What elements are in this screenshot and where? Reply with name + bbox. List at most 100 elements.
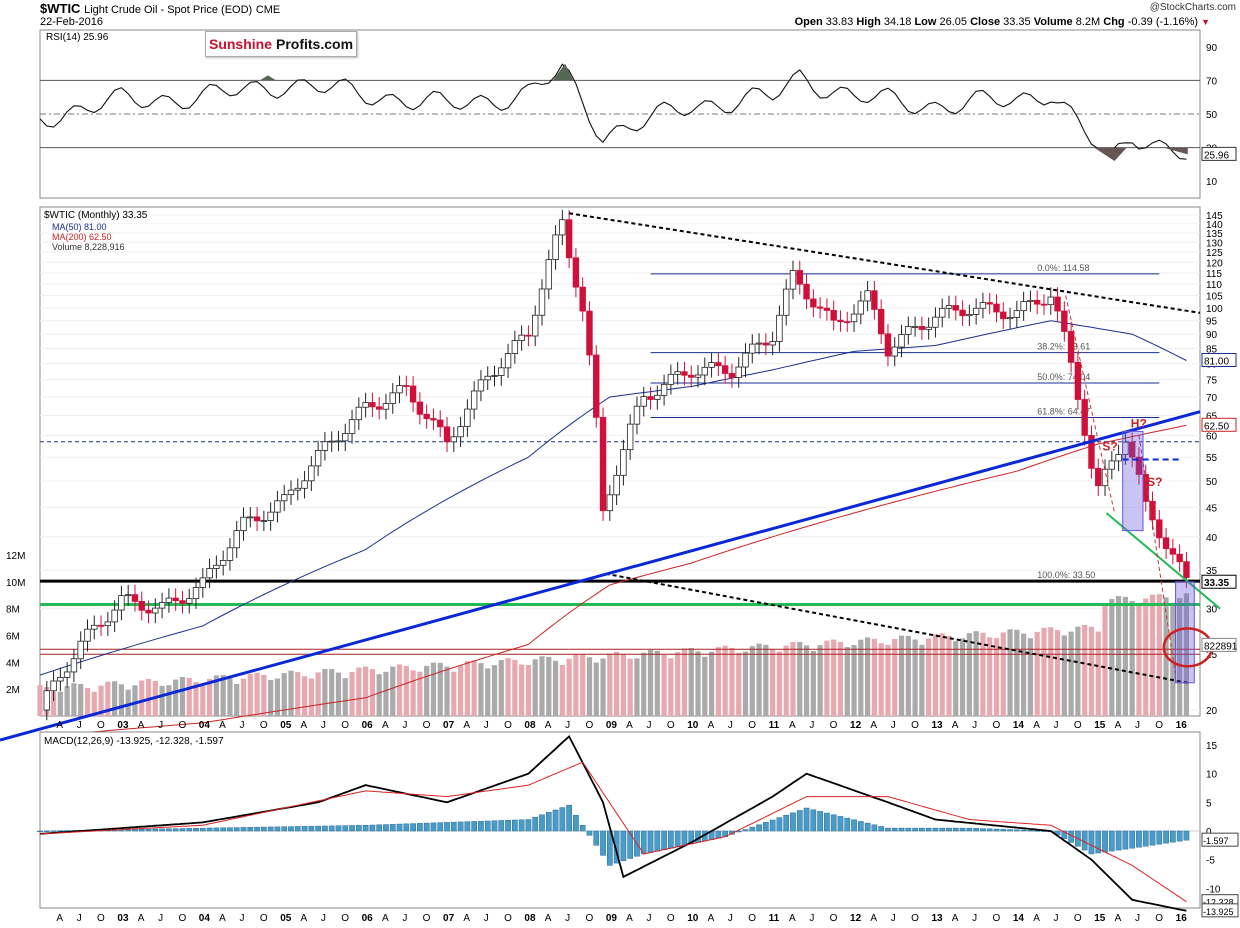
macd-badge [1201, 903, 1239, 918]
volume-bar [980, 632, 986, 716]
volume-bar [566, 658, 572, 716]
macd-histogram-bar [240, 827, 247, 832]
volume-bar [1143, 598, 1149, 716]
macd-histogram-bar [1149, 830, 1156, 846]
macd-tick-label: -10 [1206, 884, 1221, 895]
price-tick-label: 75 [1206, 376, 1218, 387]
volume-bar [478, 663, 484, 716]
macd-histogram-bar [756, 824, 762, 832]
price-candle [518, 334, 525, 341]
volume-bar [118, 684, 125, 716]
price-candle [905, 326, 912, 335]
volume-bar [593, 662, 599, 716]
macd-histogram-bar [762, 822, 769, 832]
volume-bar [1000, 632, 1006, 716]
volume-bar [810, 650, 816, 716]
volume-bar [1075, 626, 1081, 716]
x-axis-tick-label: O [178, 720, 186, 731]
volume-bar [831, 639, 837, 716]
price-candle [124, 594, 132, 597]
volume-bar [580, 654, 586, 716]
x-axis-tick-label: O [748, 913, 756, 924]
volume-bar [281, 673, 287, 716]
x-axis-tick-label: 11 [769, 720, 780, 731]
macd-histogram-bar [423, 822, 430, 832]
volume-bar [451, 671, 457, 716]
volume-bar [912, 639, 918, 716]
macd-histogram-bar [885, 827, 891, 832]
volume-bar [206, 679, 213, 716]
price-candle [403, 385, 410, 387]
x-axis-tick-label: J [647, 913, 652, 924]
macd-histogram-bar [993, 828, 1000, 832]
price-candle [939, 307, 946, 318]
price-candle [138, 601, 145, 611]
pattern-box [1122, 430, 1144, 532]
price-candle [498, 367, 505, 376]
macd-histogram-bar [898, 827, 905, 832]
price-candle [301, 480, 308, 489]
price-candle [97, 624, 105, 627]
chart-date: 22-Feb-2016 [40, 16, 103, 28]
volume-bar [240, 678, 247, 716]
fib-level-label: 38.2%: 83.61 [1037, 342, 1090, 352]
x-axis-tick-label: J [402, 720, 407, 731]
price-candle [620, 449, 627, 476]
x-axis-tick-label: A [626, 720, 633, 731]
volume-bar [1177, 598, 1183, 716]
x-axis-tick-label: J [321, 913, 326, 924]
volume-bar [1061, 635, 1067, 716]
volume-bar [274, 678, 281, 716]
volume-bar [552, 660, 559, 716]
x-axis-tick-label: A [870, 720, 877, 731]
x-axis-tick-label: A [545, 913, 552, 924]
price-candle [538, 288, 546, 316]
macd-histogram-bar [871, 824, 878, 832]
x-axis-tick-label: J [484, 913, 489, 924]
price-candle [1088, 434, 1095, 469]
price-badge-label: 33.35 [1204, 578, 1229, 589]
macd-histogram-bar [355, 825, 362, 832]
macd-histogram-bar [586, 830, 593, 836]
volume-bar [1021, 633, 1027, 716]
volume-bar [369, 669, 375, 716]
x-axis-tick-label: A [708, 720, 715, 731]
x-axis-tick-label: A [952, 913, 959, 924]
price-candle [979, 302, 987, 309]
price-candle [911, 326, 919, 328]
macd-line [39, 761, 1187, 903]
x-axis-tick-label: A [301, 720, 308, 731]
rsi-value-label: 25.96 [1204, 150, 1229, 161]
volume-bar [681, 648, 688, 716]
price-legend-item: MA(50) 81.00 [52, 222, 107, 232]
price-tick-label: 25 [1206, 650, 1218, 661]
x-axis-tick-label: J [972, 913, 977, 924]
macd-tick-label: 10 [1206, 770, 1218, 781]
volume-bar [112, 681, 118, 716]
volume-bar [179, 676, 186, 716]
x-axis-tick-label: A [1033, 720, 1040, 731]
macd-histogram-bar [193, 828, 199, 832]
price-tick-label: 35 [1206, 566, 1218, 577]
volume-tick-label: 12M [6, 551, 25, 562]
price-candle [1074, 361, 1082, 400]
volume-bar [295, 671, 301, 716]
price-candle [796, 270, 803, 285]
price-candle [63, 671, 71, 678]
price-candle [470, 390, 478, 410]
volume-bar [865, 637, 871, 716]
macd-histogram-bar [864, 822, 871, 832]
volume-bar [342, 678, 348, 716]
macd-histogram-bar [681, 830, 688, 846]
macd-histogram-bar [946, 827, 952, 832]
x-axis-tick-label: 14 [1013, 913, 1025, 924]
macd-histogram-bar [227, 827, 233, 832]
x-axis-tick-label: 07 [443, 720, 455, 731]
macd-histogram-bar [57, 830, 64, 832]
volume-bar [573, 654, 579, 716]
macd-histogram-bar [1007, 829, 1013, 832]
fib-level-label: 50.0%: 74.04 [1037, 372, 1090, 382]
macd-histogram-bar [261, 826, 267, 832]
macd-histogram-bar [803, 807, 810, 832]
